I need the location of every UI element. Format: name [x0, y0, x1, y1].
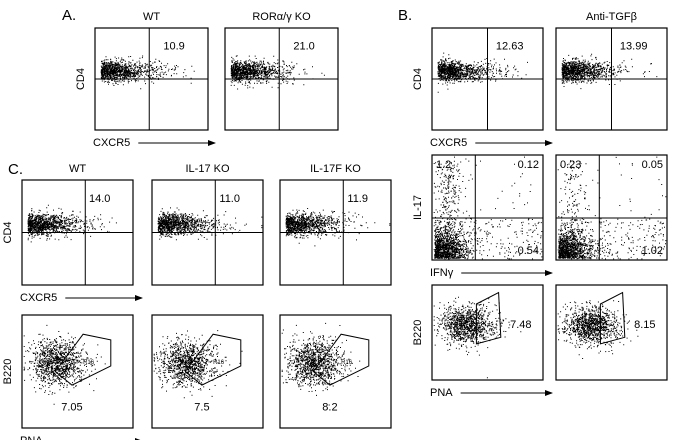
gate-name: R16 — [213, 360, 225, 366]
x-axis-label: PNA — [430, 387, 453, 399]
y-axis-label: CD4 — [75, 68, 87, 90]
gate-value: 8.2 — [322, 402, 337, 414]
plot-title: IL-17F KO — [310, 163, 361, 175]
quadrant-value: 0.54 — [518, 245, 539, 257]
plot-frame — [151, 314, 264, 429]
dots — [153, 330, 243, 399]
dots — [27, 204, 117, 243]
quadrant-value: 1.2 — [436, 159, 451, 171]
panel-label: A. — [62, 7, 76, 24]
panel-label: B. — [398, 7, 412, 24]
quadrant-value: 1.02 — [642, 245, 663, 257]
percent-value: 11.9 — [347, 193, 368, 205]
plot-frame — [555, 154, 668, 261]
plot-title: WT — [143, 11, 160, 23]
dots — [437, 52, 528, 93]
dots — [100, 55, 195, 90]
gate — [312, 333, 370, 386]
dots — [433, 156, 543, 260]
plot-frame — [431, 284, 544, 381]
y-axis-label: IL-17 — [412, 195, 424, 220]
quadrant-value: 0.12 — [518, 159, 539, 171]
quadrant-value: 0.05 — [642, 159, 663, 171]
dots — [561, 53, 658, 90]
gate-value: 7.05 — [61, 402, 82, 414]
x-axis-label: CXCR5 — [93, 137, 130, 149]
y-axis-label: CD4 — [412, 68, 424, 90]
percent-value: 10.9 — [163, 40, 184, 52]
plot-title: RORα/γ KO — [252, 11, 311, 23]
panel-label: C. — [8, 161, 23, 178]
y-axis-label: B220 — [412, 320, 424, 346]
percent-value: 21.0 — [293, 40, 314, 52]
x-axis-label: CXCR5 — [20, 292, 57, 304]
gate-value: 7.5 — [194, 402, 209, 414]
dots — [557, 156, 667, 260]
y-axis-label: B220 — [2, 359, 14, 385]
plot-frame — [555, 284, 668, 381]
dots — [157, 207, 263, 241]
gate — [54, 333, 112, 386]
percent-value: 13.99 — [620, 40, 648, 52]
dots — [557, 300, 639, 359]
plot-title: Anti-TGFβ — [586, 11, 637, 23]
percent-value: 12.63 — [496, 40, 524, 52]
plot-title: WT — [69, 163, 86, 175]
gate-value: 8.15 — [634, 319, 655, 331]
y-axis-label: CD4 — [2, 221, 14, 243]
plot-frame — [279, 314, 392, 429]
quadrant-value: 0.23 — [560, 159, 581, 171]
percent-value: 14.0 — [89, 193, 110, 205]
x-axis-label: IFNγ — [430, 267, 454, 279]
gate-name: R16 — [83, 360, 95, 366]
gate — [184, 333, 242, 386]
gate-value: 7.48 — [510, 319, 531, 331]
x-axis-label: PNA — [20, 435, 43, 440]
gate — [599, 291, 626, 345]
plot-title: IL-17 KO — [185, 163, 229, 175]
dots — [230, 55, 325, 90]
dots — [433, 296, 522, 379]
gate — [475, 291, 502, 345]
plot-frame — [21, 314, 134, 429]
gate-name: R16 — [341, 360, 353, 366]
x-axis-label: CXCR5 — [430, 137, 467, 149]
plot-frame — [431, 154, 544, 261]
percent-value: 11.0 — [219, 193, 240, 205]
dots — [285, 208, 391, 247]
